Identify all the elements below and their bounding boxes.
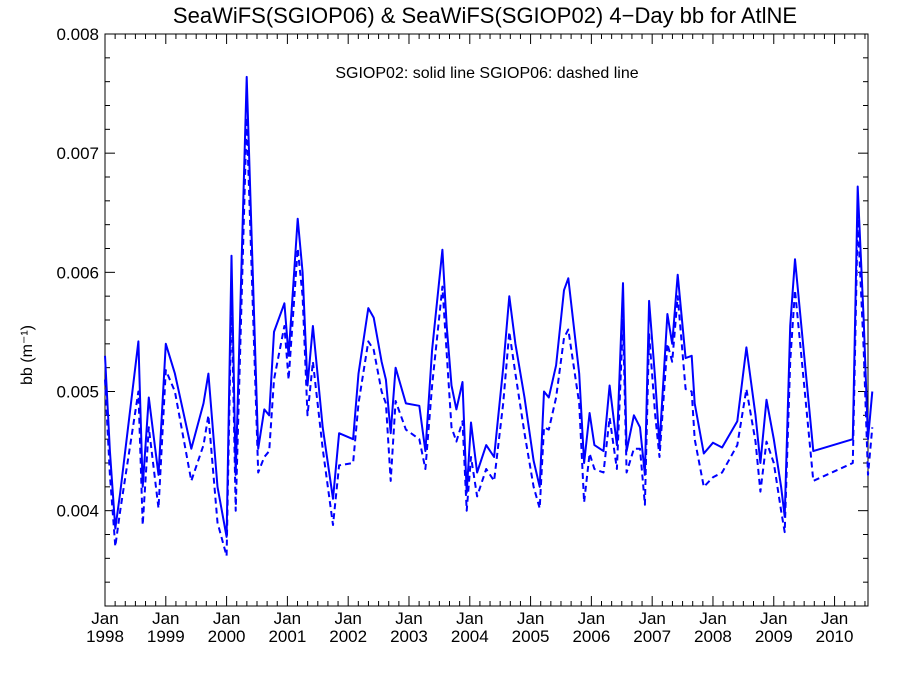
x-tick-year: 2001 xyxy=(268,627,306,646)
x-tick-year: 2003 xyxy=(390,627,428,646)
y-tick-label: 0.006 xyxy=(56,263,99,282)
x-tick-month: Jan xyxy=(699,609,726,628)
x-tick-year: 2005 xyxy=(512,627,550,646)
x-tick-month: Jan xyxy=(152,609,179,628)
x-tick-month: Jan xyxy=(334,609,361,628)
axis-ticks xyxy=(104,33,868,607)
x-tick-year: 2000 xyxy=(208,627,246,646)
x-tick-year: 2010 xyxy=(816,627,854,646)
line-style-legend: SGIOP02: solid line SGIOP06: dashed line xyxy=(335,65,638,82)
x-tick-year: 2006 xyxy=(572,627,610,646)
x-tick-year: 1998 xyxy=(86,627,124,646)
y-tick-label: 0.007 xyxy=(56,144,99,163)
series-layer xyxy=(104,75,874,557)
x-tick-month: Jan xyxy=(517,609,544,628)
x-tick-year: 2008 xyxy=(694,627,732,646)
x-tick-month: Jan xyxy=(456,609,483,628)
x-tick-month: Jan xyxy=(638,609,665,628)
x-tick-month: Jan xyxy=(578,609,605,628)
x-tick-year: 2009 xyxy=(755,627,793,646)
y-tick-labels: 0.004 0.005 0.006 0.007 0.008 xyxy=(56,25,99,521)
x-tick-month: Jan xyxy=(821,609,848,628)
plot-frame xyxy=(104,33,869,607)
x-tick-month: Jan xyxy=(213,609,240,628)
y-tick-label: 0.004 xyxy=(56,502,99,521)
y-axis-label: bb (m⁻¹) xyxy=(19,325,36,385)
x-tick-year: 2007 xyxy=(633,627,671,646)
y-tick-label: 0.008 xyxy=(56,25,99,44)
x-tick-month: Jan xyxy=(91,609,118,628)
x-tick-month: Jan xyxy=(395,609,422,628)
x-tick-year: 1999 xyxy=(147,627,185,646)
x-tick-year: 2002 xyxy=(329,627,367,646)
x-tick-year: 2004 xyxy=(451,627,489,646)
x-tick-labels: Jan1998Jan1999Jan2000Jan2001Jan2002Jan20… xyxy=(86,609,853,646)
y-tick-label: 0.005 xyxy=(56,383,99,402)
series-line-sgiop02 xyxy=(104,75,874,538)
chart-title: SeaWiFS(SGIOP06) & SeaWiFS(SGIOP02) 4−Da… xyxy=(173,3,797,28)
series-line-sgiop06 xyxy=(104,116,874,557)
x-tick-month: Jan xyxy=(274,609,301,628)
x-tick-month: Jan xyxy=(760,609,787,628)
